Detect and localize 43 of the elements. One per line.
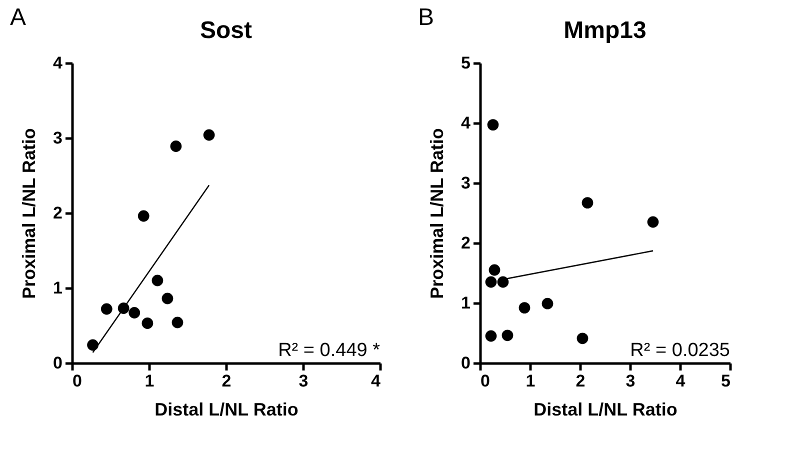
- y-tick-label: 3: [53, 128, 62, 148]
- x-axis-title: Distal L/NL Ratio: [154, 400, 298, 420]
- text: A: [10, 4, 26, 31]
- point: [502, 330, 514, 342]
- x-tick-label: 2: [222, 372, 232, 390]
- point: [485, 276, 497, 288]
- chart-title: Mmp13: [564, 17, 646, 44]
- point: [518, 302, 530, 314]
- x-tick-label: 4: [676, 372, 686, 390]
- point: [582, 197, 594, 208]
- x-tick-label: 1: [526, 372, 536, 390]
- point: [487, 119, 499, 130]
- annotation: R² = 0.449 *: [278, 340, 381, 361]
- x-tick-label: 3: [298, 372, 308, 390]
- y-tick-label: 2: [461, 234, 470, 252]
- chart-title: Sost: [200, 17, 252, 44]
- x-tick-label: 0: [72, 372, 82, 390]
- point: [542, 298, 554, 310]
- x-tick-label: 0: [480, 372, 490, 390]
- point: [576, 332, 588, 344]
- text: B: [418, 4, 434, 31]
- y-axis-title: Proximal L/NL Ratio: [427, 128, 448, 299]
- y-tick-label: 5: [461, 54, 470, 72]
- x-tick-label: 3: [626, 372, 636, 390]
- x-tick-label: 1: [144, 372, 154, 390]
- point: [488, 264, 500, 276]
- x-axis-title: Distal L/NL Ratio: [534, 400, 678, 420]
- x-tick-label: 4: [371, 372, 382, 390]
- point: [497, 276, 509, 288]
- y-tick-label: 1: [461, 294, 470, 312]
- y-tick-label: 0: [461, 354, 470, 372]
- y-axis-title: Proximal L/NL Ratio: [19, 128, 40, 299]
- annotation: R² = 0.0235: [630, 340, 730, 361]
- x-tick-label: 2: [576, 372, 586, 390]
- y-tick-label: 4: [461, 114, 472, 132]
- y-tick-label: 1: [53, 278, 62, 298]
- y-tick-label: 4: [53, 54, 64, 72]
- point: [647, 216, 659, 228]
- point: [485, 330, 497, 342]
- y-tick-label: 2: [53, 204, 62, 222]
- y-tick-label: 0: [53, 354, 62, 372]
- y-tick-label: 3: [461, 174, 470, 192]
- x-tick-label: 5: [721, 372, 730, 390]
